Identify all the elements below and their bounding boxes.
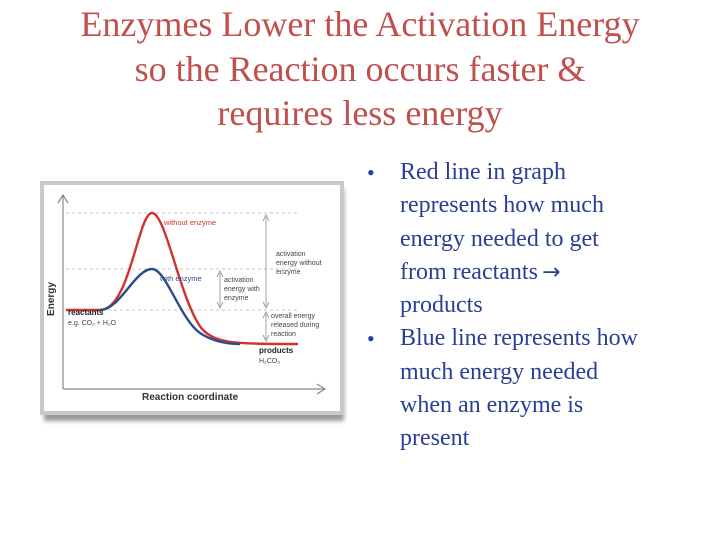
activation-with-arrow-top xyxy=(216,269,224,278)
bullet-1-line-3: energy needed to get xyxy=(400,225,599,252)
bullet-2-line-1: Blue line represents how xyxy=(400,325,638,352)
without-enzyme-curve xyxy=(66,211,299,346)
with-enzyme-label: with enzyme xyxy=(159,274,202,283)
bullet-2-line-2: much energy needed xyxy=(400,358,599,385)
products-example: H₂CO₃ xyxy=(259,358,280,365)
overall-energy-label-line-3: reaction xyxy=(271,331,296,338)
bullet-2-line-4: present xyxy=(400,425,470,452)
slide-title: Enzymes Lower the Activation Energy so t… xyxy=(0,2,720,136)
reactants-label: reactants xyxy=(68,308,104,317)
activation-without-label-line-3: enzyme xyxy=(276,269,301,276)
bullet-item-red-line: • Red line in graph represents how much … xyxy=(364,156,710,322)
bullet-marker: • xyxy=(367,326,375,352)
bullet-item-blue-line: • Blue line represents how much energy n… xyxy=(364,322,710,455)
y-axis-arrowhead xyxy=(57,193,69,204)
activation-with-label-line-1: activation xyxy=(224,277,254,284)
figure-frame xyxy=(40,181,344,415)
x-axis-label: Reaction coordinate xyxy=(142,392,239,403)
activation-without-label-line-1: activation xyxy=(276,251,306,258)
overall-energy-arrow-bottom xyxy=(262,334,270,343)
with-enzyme-curve xyxy=(99,267,241,346)
bullet-1-tail: products xyxy=(400,292,483,319)
activation-with-label-line-3: enzyme xyxy=(224,295,249,302)
activation-without-arrow-bottom xyxy=(262,301,270,310)
bullet-1-line-2: represents how much xyxy=(400,192,604,219)
without-enzyme-label: without enzyme xyxy=(163,218,216,227)
activation-without-label-line-2: energy without xyxy=(276,260,322,267)
right-arrow-icon: → xyxy=(541,259,561,285)
activation-without-arrow-top xyxy=(262,213,270,222)
energy-diagram-svg: Energy Reaction coordinate without enzym… xyxy=(40,181,344,421)
activation-with-arrow-bottom xyxy=(216,301,224,310)
overall-energy-arrow-top xyxy=(262,310,270,319)
x-axis-arrowhead xyxy=(316,383,327,395)
bullet-marker: • xyxy=(367,160,375,185)
overall-energy-label-line-1: overall energy xyxy=(271,313,315,320)
activation-with-label-line-2: energy with xyxy=(224,286,260,293)
bullet-2-line-3: when an enzyme is xyxy=(400,392,584,419)
bullet-1-line-4: from reactants → xyxy=(400,256,710,289)
reactants-example: e.g. CO₂ + H₂O xyxy=(68,320,117,327)
title-line-3: requires less energy xyxy=(217,93,503,133)
products-label: products xyxy=(259,346,294,355)
overall-energy-label-line-2: released during xyxy=(271,322,319,329)
title-line-2: so the Reaction occurs faster & xyxy=(134,48,586,89)
bullet-1-line-4-text: from reactants xyxy=(400,258,538,285)
bullet-1-line-1: Red line in graph xyxy=(400,159,566,185)
y-axis-label: Energy xyxy=(46,282,57,316)
bullet-list: • Red line in graph represents how much … xyxy=(364,156,710,456)
title-line-1: Enzymes Lower the Activation Energy xyxy=(80,4,640,44)
energy-diagram: Energy Reaction coordinate without enzym… xyxy=(40,181,348,426)
